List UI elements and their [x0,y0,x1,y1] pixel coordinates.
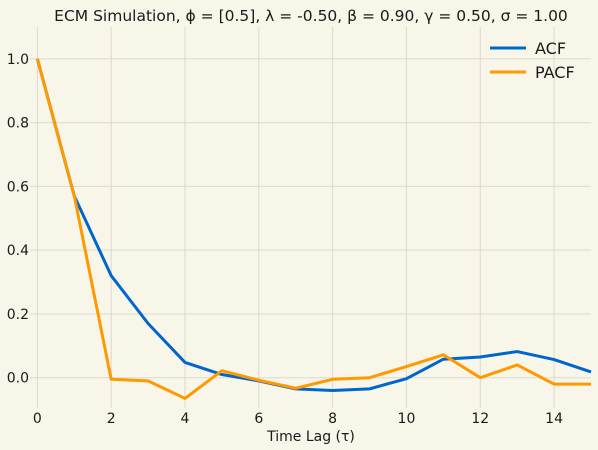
y-tick-label: 0.2 [7,307,29,323]
legend-label: ACF [535,39,566,58]
x-tick-label: 12 [471,411,489,427]
series-line-pacf [35,58,591,400]
y-tick-label: 1.0 [7,52,29,68]
x-tick-label: 10 [398,411,416,427]
y-tick-label: 0.0 [7,371,29,387]
x-tick-label: 6 [254,411,263,427]
x-tick-label: 14 [545,411,563,427]
x-tick-label: 4 [181,411,190,427]
x-tick-label: 8 [328,411,337,427]
grid-lines [30,27,591,408]
x-tick-label: 2 [107,411,116,427]
legend: ACF PACF [490,39,575,82]
series-lines [35,58,592,400]
series-line-acf [35,58,592,392]
x-tick-label: 0 [33,411,42,427]
y-tick-label: 0.4 [7,243,29,259]
legend-label: PACF [535,63,575,82]
y-tick-label: 0.8 [7,116,29,132]
tick-labels: 0 2 4 6 8 10 12 14 0.0 0.2 0.4 0.6 0.8 1.0 [7,52,563,427]
y-tick-label: 0.6 [7,179,29,195]
chart-title: ECM Simulation, ϕ = [0.5], λ = -0.50, β … [54,7,568,25]
x-axis-label: Time Lag (τ) [266,429,355,445]
